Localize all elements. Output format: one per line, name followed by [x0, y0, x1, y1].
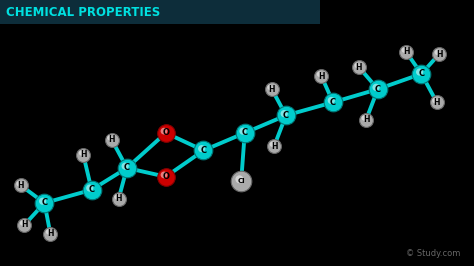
- Text: C: C: [124, 163, 130, 172]
- Point: [162, 131, 170, 135]
- Point: [160, 173, 168, 177]
- Point: [86, 186, 93, 190]
- Point: [402, 50, 410, 54]
- Text: C: C: [242, 128, 248, 138]
- Point: [162, 174, 170, 179]
- Point: [329, 100, 337, 105]
- Text: H: H: [116, 194, 122, 203]
- Point: [80, 153, 87, 157]
- Point: [108, 137, 115, 142]
- Text: O: O: [162, 172, 169, 181]
- Point: [360, 116, 368, 120]
- Text: H: H: [80, 150, 87, 159]
- Point: [46, 231, 54, 236]
- Text: H: H: [18, 181, 24, 190]
- Text: H: H: [109, 135, 115, 144]
- Point: [17, 183, 25, 188]
- Point: [354, 63, 361, 68]
- Point: [401, 48, 408, 52]
- Text: O: O: [162, 128, 169, 138]
- Text: Cl: Cl: [237, 178, 245, 184]
- Text: © Study.com: © Study.com: [406, 249, 460, 258]
- Point: [160, 129, 168, 133]
- Point: [19, 221, 27, 225]
- Text: H: H: [434, 98, 440, 107]
- Text: H: H: [436, 50, 442, 59]
- Point: [434, 50, 441, 55]
- Point: [236, 177, 243, 181]
- Text: H: H: [363, 115, 369, 124]
- Point: [282, 113, 290, 118]
- Point: [241, 131, 248, 135]
- Text: C: C: [419, 69, 425, 78]
- Point: [121, 164, 129, 168]
- Point: [372, 85, 380, 89]
- Point: [355, 65, 363, 69]
- Point: [113, 195, 121, 199]
- Point: [416, 70, 423, 74]
- Text: C: C: [283, 111, 289, 120]
- Point: [328, 98, 335, 103]
- Point: [78, 151, 85, 155]
- Point: [280, 111, 288, 116]
- Point: [39, 199, 46, 203]
- Point: [316, 72, 323, 76]
- Point: [200, 148, 207, 153]
- Point: [362, 118, 370, 122]
- FancyBboxPatch shape: [0, 0, 320, 24]
- Point: [431, 98, 439, 103]
- Text: H: H: [356, 63, 362, 72]
- Point: [123, 166, 131, 170]
- Point: [239, 129, 247, 133]
- Point: [45, 230, 52, 234]
- Point: [198, 147, 206, 151]
- Text: H: H: [271, 142, 277, 151]
- Point: [106, 136, 114, 140]
- Point: [268, 87, 275, 91]
- Point: [21, 223, 28, 227]
- Text: C: C: [201, 146, 207, 155]
- Point: [237, 179, 245, 183]
- Point: [88, 188, 95, 192]
- Point: [433, 100, 440, 105]
- Point: [270, 144, 278, 148]
- Text: C: C: [41, 198, 47, 207]
- Text: C: C: [375, 85, 381, 94]
- Point: [318, 74, 325, 78]
- Point: [115, 197, 122, 201]
- Point: [435, 52, 443, 56]
- Text: H: H: [21, 220, 27, 229]
- Text: H: H: [318, 72, 325, 81]
- Point: [418, 72, 425, 76]
- Text: H: H: [47, 229, 54, 238]
- Text: H: H: [269, 85, 275, 94]
- Text: C: C: [89, 185, 95, 194]
- Text: CHEMICAL PROPERTIES: CHEMICAL PROPERTIES: [6, 6, 160, 19]
- Point: [15, 181, 23, 186]
- Point: [269, 142, 276, 146]
- Point: [266, 85, 274, 89]
- Text: C: C: [330, 98, 336, 107]
- Text: H: H: [403, 47, 410, 56]
- Point: [41, 201, 48, 205]
- Point: [374, 87, 382, 91]
